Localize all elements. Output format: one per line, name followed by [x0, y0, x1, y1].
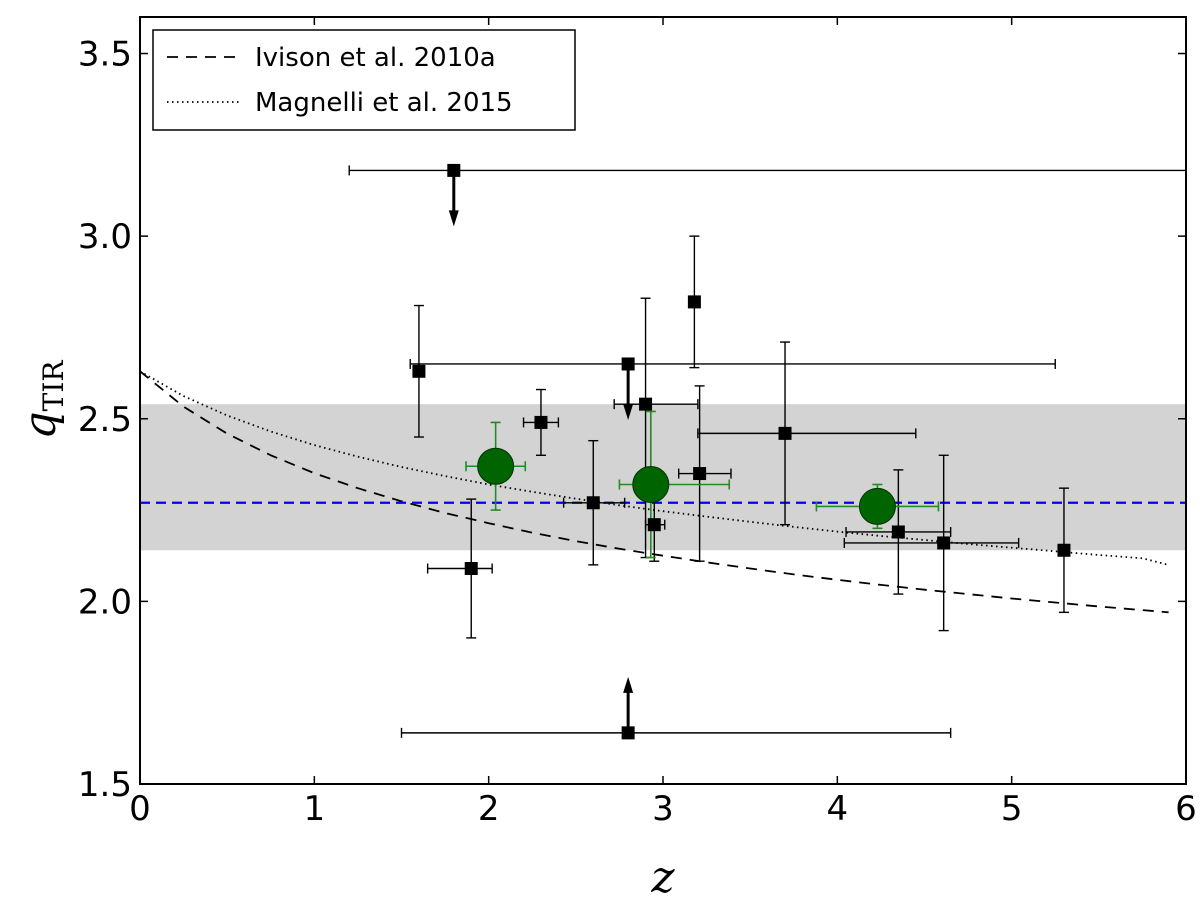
x-tick-label: 1 [304, 789, 326, 829]
model-curves-layer [140, 370, 1169, 614]
y-tick-label: 1.5 [78, 765, 132, 805]
y-tick-label: 3.5 [78, 35, 132, 75]
legend-label-ivison: Ivison et al. 2010a [255, 43, 496, 73]
x-axis-title: z [650, 852, 675, 903]
y-axis-label: q [15, 411, 66, 439]
stacked-point [632, 466, 670, 504]
legend-label-magnelli: Magnelli et al. 2015 [255, 88, 513, 118]
legend-box [152, 29, 576, 131]
data-point [687, 295, 701, 309]
data-point [647, 518, 661, 532]
curve-magnelli [140, 370, 1169, 566]
x-tick-label: 3 [652, 789, 674, 829]
axis-ticks: 0 1 2 3 4 5 6 1.5 2.0 2.5 3.0 3.5 [78, 17, 1197, 829]
data-point [621, 357, 635, 371]
x-axis-label: z [650, 852, 675, 903]
y-tick-label: 2.0 [78, 582, 132, 622]
data-point [937, 536, 951, 550]
plot-frame [139, 16, 1187, 785]
data-point [693, 467, 707, 481]
x-tick-label: 6 [1175, 789, 1197, 829]
x-tick-label: 0 [129, 789, 151, 829]
lower-limit-arrowhead [623, 676, 634, 693]
y-axis-label-subscript: TIR [37, 360, 70, 412]
stacked-point [858, 487, 896, 525]
data-point [412, 364, 426, 378]
legend: Ivison et al. 2010a Magnelli et al. 2015 [152, 29, 576, 131]
data-point [586, 496, 600, 510]
data-point [447, 163, 461, 177]
data-point [891, 525, 905, 539]
x-tick-label: 2 [478, 789, 500, 829]
stacked-point [477, 447, 515, 485]
data-point [534, 415, 548, 429]
data-point [639, 397, 653, 411]
data-point [464, 562, 478, 576]
data-point [1057, 543, 1071, 557]
y-tick-label: 2.5 [78, 400, 132, 440]
data-point [621, 726, 635, 740]
y-axis-title: qTIR [15, 360, 70, 440]
data-point [778, 426, 792, 440]
upper-limit-arrowhead [448, 210, 459, 227]
svg-text:qTIR: qTIR [15, 360, 70, 440]
points-layer [412, 163, 1071, 740]
upper-limit-arrowhead [623, 403, 634, 420]
y-tick-label: 3.0 [78, 217, 132, 257]
x-tick-label: 5 [1001, 789, 1023, 829]
curve-ivison [140, 370, 1169, 614]
x-tick-label: 4 [827, 789, 849, 829]
